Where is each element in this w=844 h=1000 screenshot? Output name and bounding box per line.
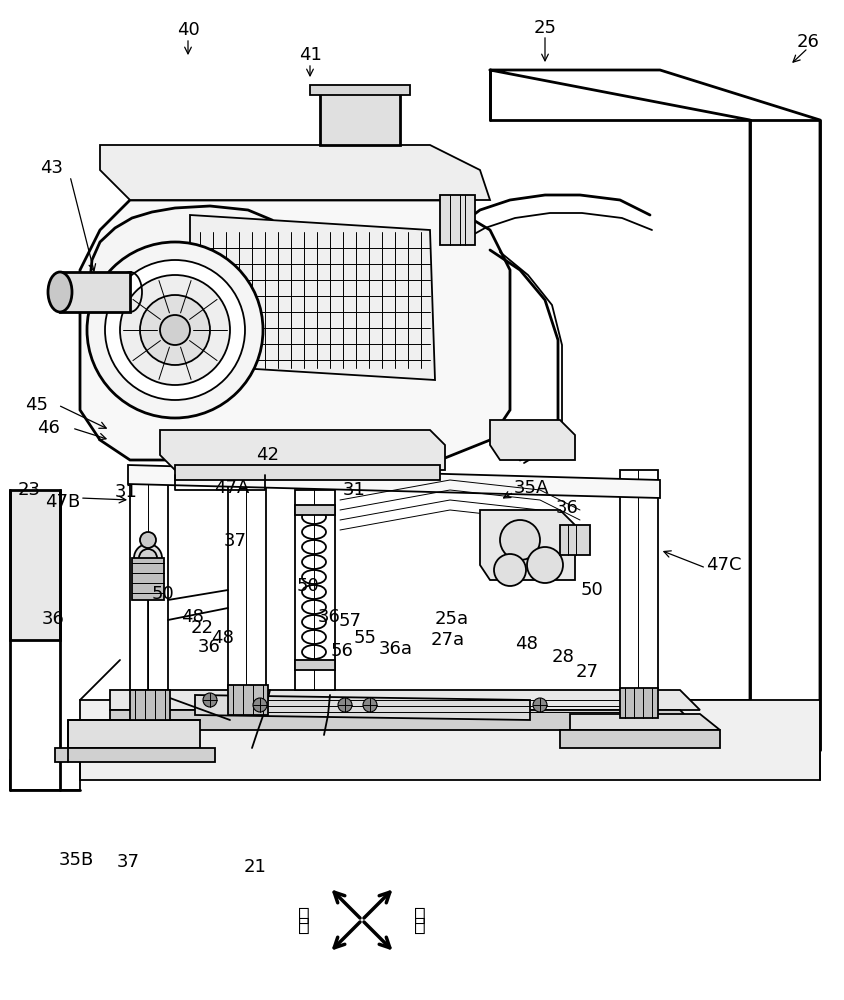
Polygon shape xyxy=(110,690,700,710)
Polygon shape xyxy=(190,215,435,380)
Circle shape xyxy=(139,549,157,567)
Circle shape xyxy=(527,547,563,583)
Polygon shape xyxy=(110,710,700,730)
Circle shape xyxy=(140,532,156,548)
Text: 48: 48 xyxy=(181,608,203,626)
Text: 37: 37 xyxy=(224,532,246,550)
Polygon shape xyxy=(560,730,720,748)
Circle shape xyxy=(494,554,526,586)
Text: 31: 31 xyxy=(344,481,366,499)
Text: 48: 48 xyxy=(210,629,234,647)
Polygon shape xyxy=(10,490,60,640)
Polygon shape xyxy=(310,85,410,95)
Polygon shape xyxy=(560,525,590,555)
Circle shape xyxy=(203,693,217,707)
Circle shape xyxy=(140,295,210,365)
Text: 前: 前 xyxy=(414,906,426,924)
Text: 47C: 47C xyxy=(706,556,742,574)
Circle shape xyxy=(134,544,162,572)
Circle shape xyxy=(533,698,547,712)
Text: 57: 57 xyxy=(338,612,361,630)
Text: 47B: 47B xyxy=(45,493,80,511)
Circle shape xyxy=(500,520,540,560)
Text: 25a: 25a xyxy=(435,610,469,628)
Polygon shape xyxy=(90,206,290,328)
Text: 41: 41 xyxy=(299,46,322,64)
Polygon shape xyxy=(490,420,575,460)
Text: 26: 26 xyxy=(797,33,820,51)
Polygon shape xyxy=(570,714,720,730)
Text: 47A: 47A xyxy=(214,479,250,497)
Polygon shape xyxy=(295,490,335,690)
Polygon shape xyxy=(175,465,440,480)
Circle shape xyxy=(160,315,190,345)
Circle shape xyxy=(105,260,245,400)
Text: 36: 36 xyxy=(41,610,64,628)
Text: 43: 43 xyxy=(41,159,63,177)
Text: 右: 右 xyxy=(414,916,426,934)
Polygon shape xyxy=(130,480,168,720)
Circle shape xyxy=(253,698,267,712)
Circle shape xyxy=(120,275,230,385)
Text: 56: 56 xyxy=(331,642,354,660)
Text: 27a: 27a xyxy=(431,631,465,649)
Text: 37: 37 xyxy=(116,853,139,871)
Text: 后: 后 xyxy=(298,916,310,934)
Text: 50: 50 xyxy=(152,585,175,603)
Text: 42: 42 xyxy=(257,446,279,464)
Circle shape xyxy=(363,698,377,712)
Text: 35B: 35B xyxy=(58,851,94,869)
Text: 23: 23 xyxy=(18,481,41,499)
Polygon shape xyxy=(68,720,200,748)
Polygon shape xyxy=(80,700,820,780)
Polygon shape xyxy=(195,695,530,720)
Text: 35A: 35A xyxy=(514,479,549,497)
Polygon shape xyxy=(80,200,510,460)
Text: 36: 36 xyxy=(197,638,220,656)
Text: 46: 46 xyxy=(37,419,60,437)
Text: 45: 45 xyxy=(25,396,48,414)
Polygon shape xyxy=(620,688,658,718)
Text: 48: 48 xyxy=(515,635,538,653)
Polygon shape xyxy=(480,510,575,580)
Text: 55: 55 xyxy=(354,629,376,647)
Circle shape xyxy=(87,242,263,418)
Polygon shape xyxy=(295,505,335,515)
Text: 36: 36 xyxy=(317,608,340,626)
Text: 36a: 36a xyxy=(379,640,413,658)
Text: 50: 50 xyxy=(296,577,319,595)
Polygon shape xyxy=(55,748,215,762)
Polygon shape xyxy=(160,430,445,470)
Polygon shape xyxy=(620,470,658,730)
Text: 50: 50 xyxy=(581,581,603,599)
Polygon shape xyxy=(440,195,475,245)
Ellipse shape xyxy=(48,272,72,312)
Text: 22: 22 xyxy=(191,619,214,637)
Text: 31: 31 xyxy=(115,483,138,501)
Polygon shape xyxy=(295,660,335,670)
Text: 21: 21 xyxy=(244,858,267,876)
Polygon shape xyxy=(128,465,660,498)
Text: 36: 36 xyxy=(556,499,579,517)
Polygon shape xyxy=(228,685,268,715)
Polygon shape xyxy=(60,272,130,312)
Polygon shape xyxy=(320,90,400,145)
Text: 25: 25 xyxy=(533,19,556,37)
Circle shape xyxy=(338,698,352,712)
Polygon shape xyxy=(228,465,266,720)
Text: 左: 左 xyxy=(298,906,310,924)
Text: 40: 40 xyxy=(176,21,199,39)
Polygon shape xyxy=(100,145,490,200)
Text: 27: 27 xyxy=(576,663,598,681)
Text: 28: 28 xyxy=(552,648,575,666)
Polygon shape xyxy=(130,690,170,720)
Polygon shape xyxy=(132,558,164,600)
